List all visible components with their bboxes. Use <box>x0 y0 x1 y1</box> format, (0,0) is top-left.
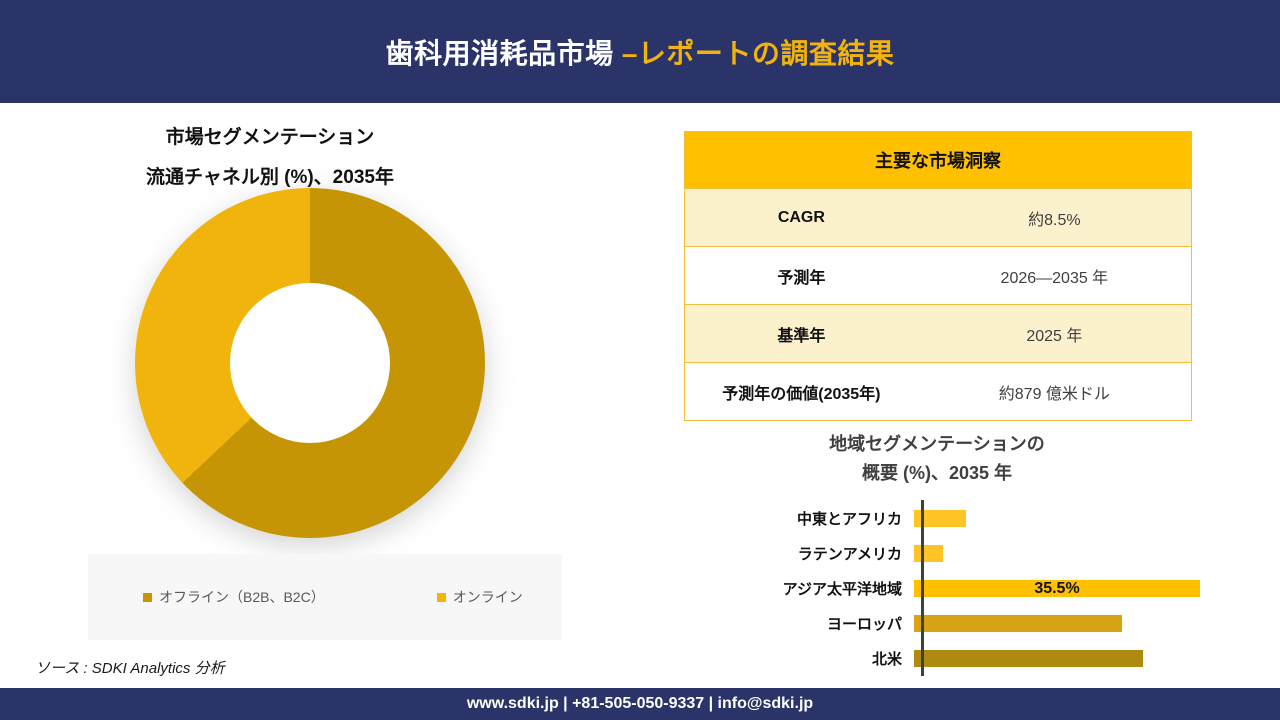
page-title: 歯科用消耗品市場 –レポートの調査結果 <box>386 32 895 72</box>
bar-row: 北米 <box>744 641 1224 676</box>
legend-item-offline: オフライン（B2B、B2C） <box>143 587 325 607</box>
bar-row: ラテンアメリカ <box>744 536 1224 571</box>
bar-category-label: 北米 <box>871 651 902 668</box>
donut-chart-hole <box>230 283 390 443</box>
bar-row: ヨーロッパ <box>744 606 1224 641</box>
bar-track <box>912 650 1224 667</box>
bar-row: 中東とアフリカ <box>744 501 1224 536</box>
bar-fill <box>914 615 1122 632</box>
source-note: ソース : SDKI Analytics 分析 <box>35 660 225 677</box>
table-row: 予測年 2026—2035 年 <box>685 246 1191 304</box>
donut-chart-title-line2: 流通チャネル別 (%)、2035年 <box>146 167 394 188</box>
legend-item-online: オンライン <box>436 587 523 607</box>
bar-category-label: ラテンアメリカ <box>797 546 902 563</box>
row-label: 予測年の価値(2035年) <box>722 385 881 403</box>
legend-label-offline: オフライン（B2B、B2C） <box>159 589 325 605</box>
bar-track <box>912 510 1224 527</box>
bar-category-label: 中東とアフリカ <box>796 511 902 528</box>
row-label: CAGR <box>777 208 825 226</box>
bar-chart-title-line2: 概要 (%)、2035 年 <box>861 463 1013 483</box>
page-footer: www.sdki.jp | +81-505-050-9337 | info@sd… <box>0 688 1280 720</box>
bar-category-label: ヨーロッパ <box>826 616 902 633</box>
bar-chart-axis <box>921 500 924 676</box>
row-value: 約8.5% <box>1028 211 1081 229</box>
bar-fill <box>914 650 1143 667</box>
bar-fill: 35.5% <box>914 580 1200 597</box>
bar-row: アジア太平洋地域 35.5% <box>744 571 1224 606</box>
bar-chart: 中東とアフリカ ラテンアメリカアジア太平洋地域 35.5% ヨーロッパ北米 <box>744 501 1224 676</box>
legend-swatch-online-icon <box>436 592 446 602</box>
donut-chart-title: 市場セグメンテーション 流通チャネル別 (%)、2035年 <box>40 118 500 198</box>
bar-category-label: アジア太平洋地域 <box>782 581 902 598</box>
bar-chart-title: 地域セグメンテーションの 概要 (%)、2035 年 <box>737 430 1137 488</box>
bar-track: 35.5% <box>912 580 1224 597</box>
table-row: 予測年の価値(2035年) 約879 億米ドル <box>685 362 1191 420</box>
legend-label-online: オンライン <box>452 589 523 605</box>
page-title-white: 歯科用消耗品市場 <box>385 37 622 69</box>
page-title-gold: –レポートの調査結果 <box>621 37 895 69</box>
table-row: CAGR 約8.5% <box>685 188 1191 246</box>
row-label: 予測年 <box>777 269 826 287</box>
legend-swatch-offline-icon <box>143 592 152 602</box>
row-value: 約879 億米ドル <box>998 385 1110 403</box>
bar-fill <box>914 545 943 562</box>
bar-track <box>912 615 1224 632</box>
footer-contact: www.sdki.jp | +81-505-050-9337 | info@sd… <box>466 695 814 712</box>
donut-chart-title-line1: 市場セグメンテーション <box>165 127 375 148</box>
page-header: 歯科用消耗品市場 –レポートの調査結果 <box>0 0 1280 103</box>
donut-legend: オフライン（B2B、B2C） オンライン <box>88 554 562 640</box>
bar-value-label: 35.5% <box>1034 579 1080 597</box>
bar-track <box>912 545 1224 562</box>
bar-chart-title-line1: 地域セグメンテーションの <box>829 434 1045 454</box>
row-value: 2026—2035 年 <box>1000 269 1109 287</box>
row-label: 基準年 <box>777 327 826 345</box>
bar-fill <box>914 510 966 527</box>
insights-table-header: 主要な市場洞察 <box>685 132 1191 188</box>
key-insights-table: 主要な市場洞察 CAGR 約8.5% 予測年 2026—2035 年 基準年 2… <box>684 131 1192 421</box>
table-row: 基準年 2025 年 <box>685 304 1191 362</box>
row-value: 2025 年 <box>1026 327 1083 345</box>
donut-chart-wrap <box>135 188 485 538</box>
